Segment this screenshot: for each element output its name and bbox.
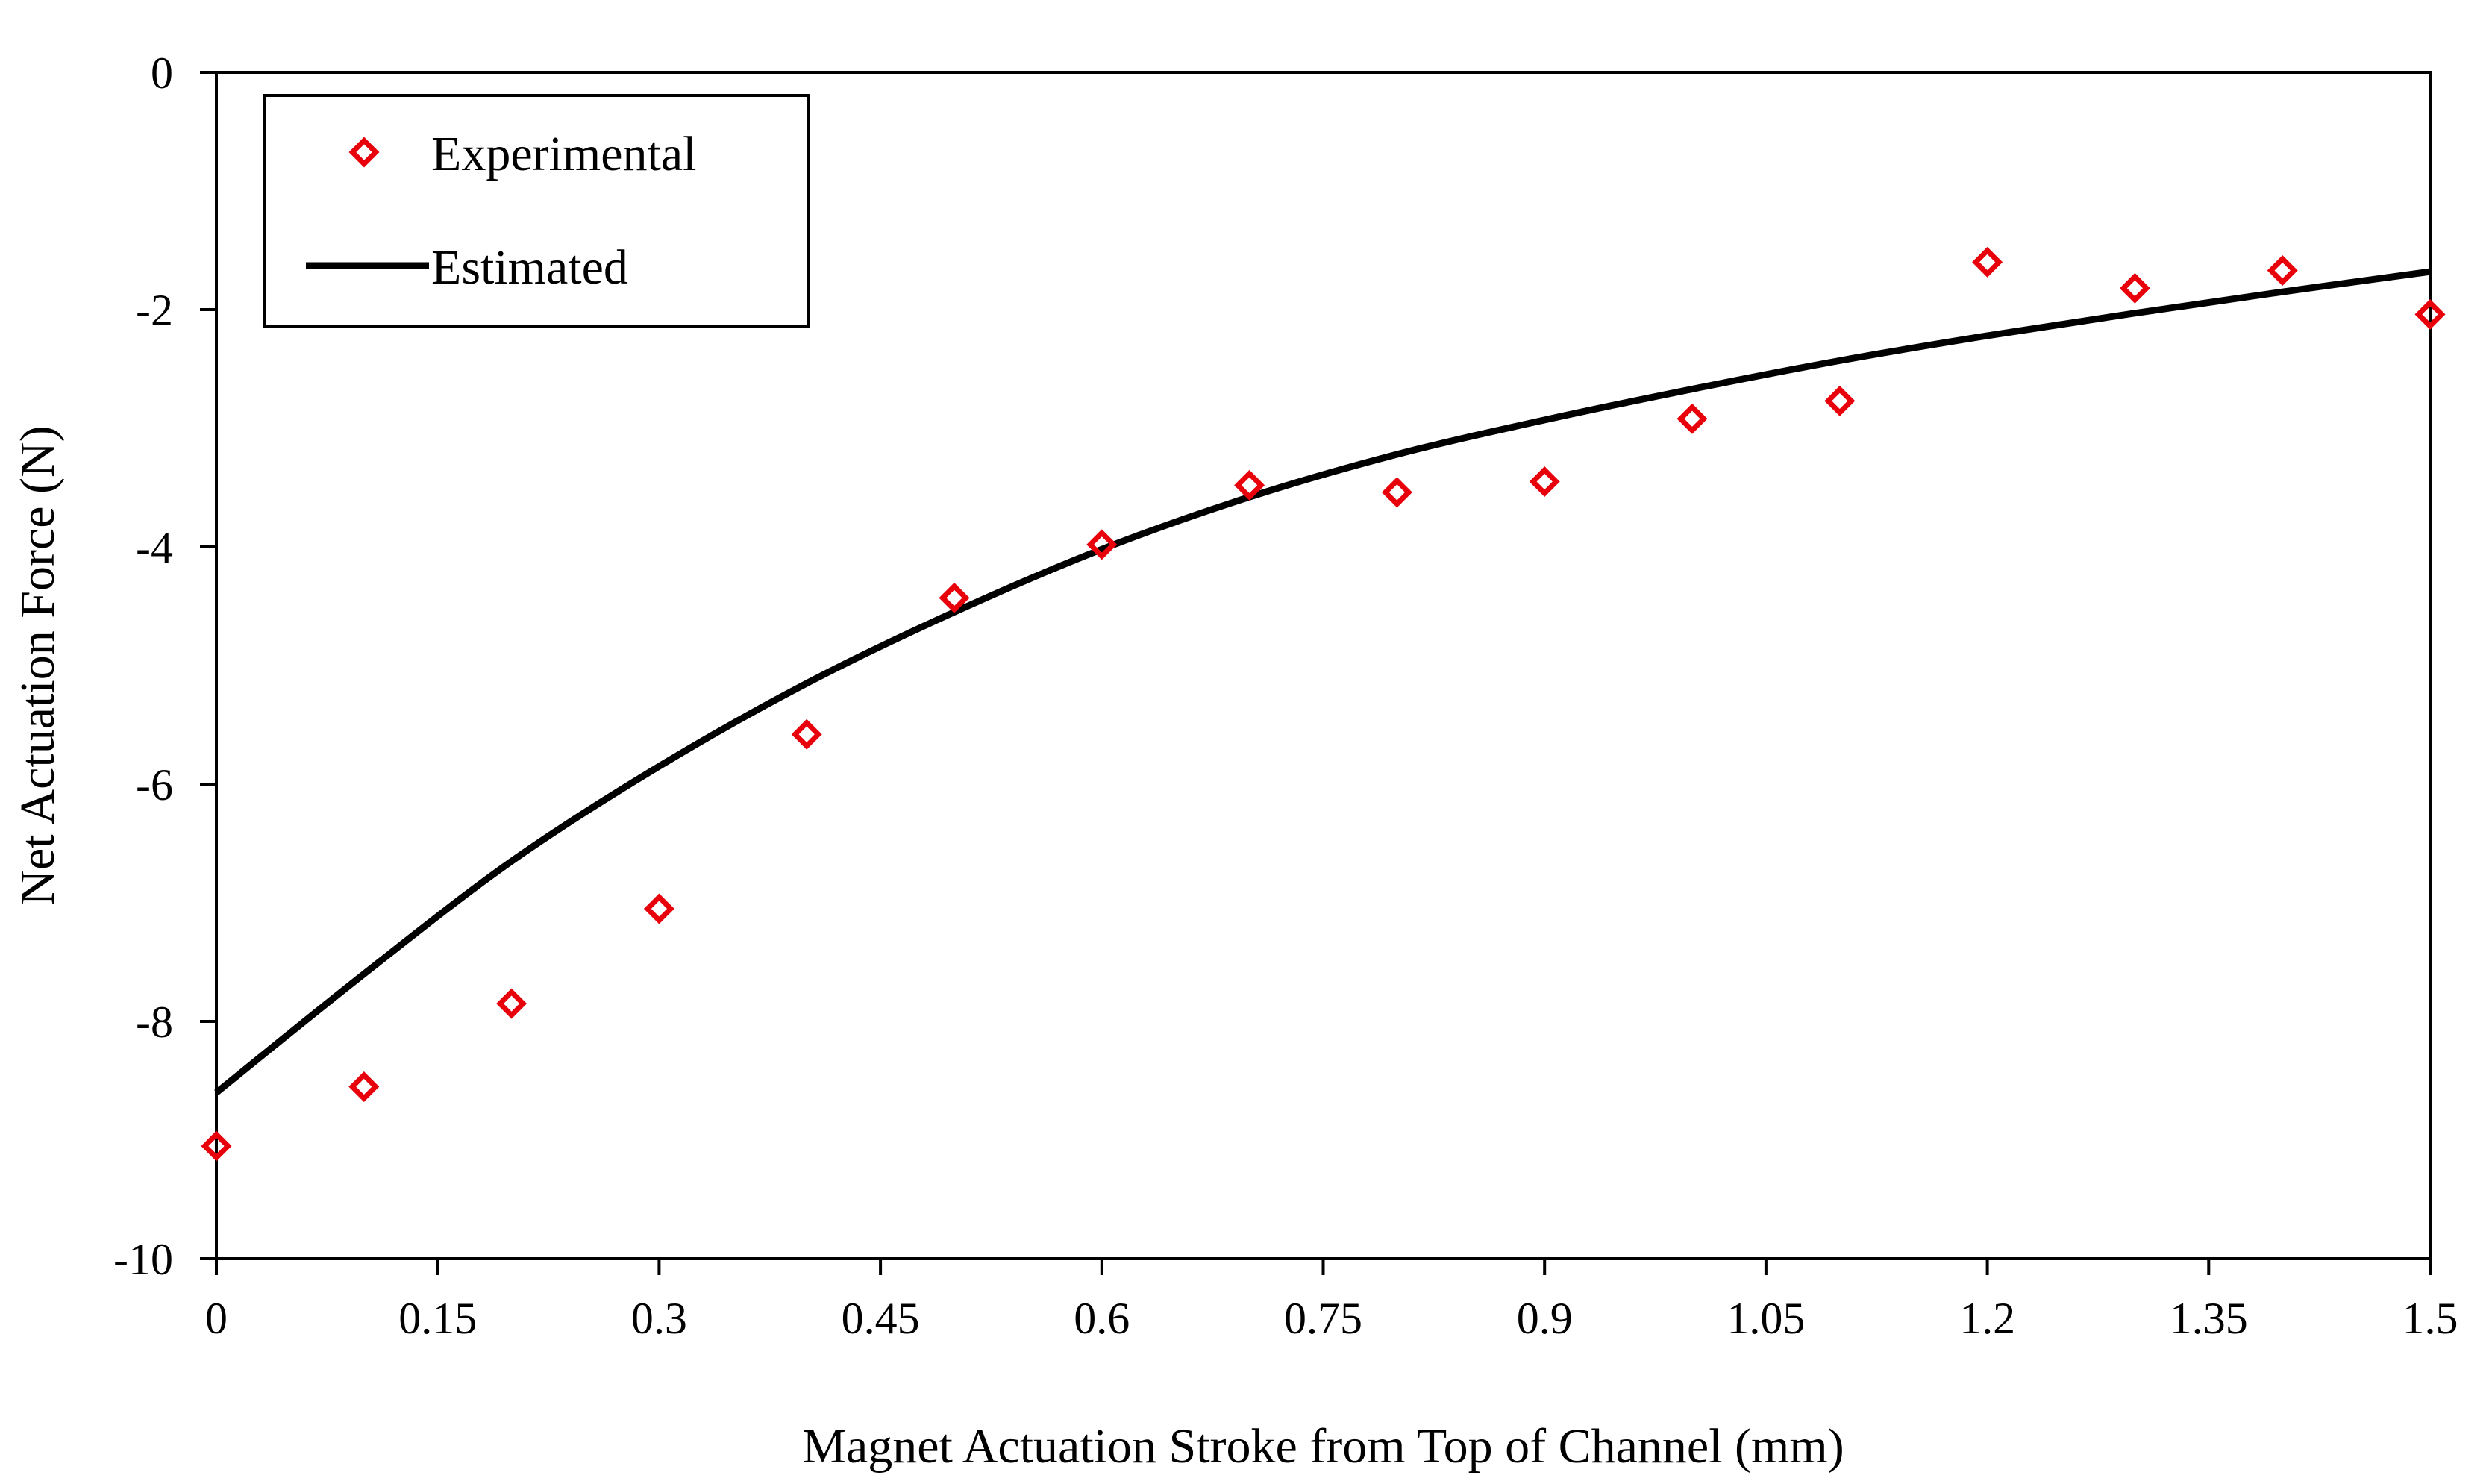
experimental-point xyxy=(1234,469,1265,501)
experimental-point xyxy=(1676,403,1708,434)
experimental-point xyxy=(496,988,527,1019)
y-axis-title: Net Actuation Force (N) xyxy=(10,425,65,905)
experimental-point xyxy=(791,718,822,750)
experimental-point xyxy=(1824,385,1856,416)
x-tick-label: 0.75 xyxy=(1284,1294,1362,1343)
experimental-point xyxy=(939,582,970,613)
experimental-point xyxy=(1529,466,1560,498)
estimated-series xyxy=(214,268,2431,1095)
experimental-point xyxy=(643,893,674,924)
x-tick-label: 0.6 xyxy=(1074,1294,1130,1343)
legend-experimental-label: Experimental xyxy=(431,127,697,181)
experimental-point xyxy=(2119,272,2150,304)
experimental-series xyxy=(201,246,2446,1162)
experimental-point xyxy=(1972,246,2003,278)
x-tick-label: 0 xyxy=(205,1294,228,1343)
x-tick-label: 0.15 xyxy=(398,1294,477,1343)
x-tick-label: 1.05 xyxy=(1726,1294,1805,1343)
experimental-point xyxy=(348,1071,380,1102)
y-tick-label: -2 xyxy=(136,286,173,335)
experimental-point xyxy=(2267,255,2298,287)
legend: Experimental Estimated xyxy=(263,94,810,328)
experimental-point xyxy=(201,1130,232,1162)
y-axis: 0 -2 -4 -6 -8 -10 xyxy=(113,48,216,1284)
x-tick-label: 1.2 xyxy=(1959,1294,2015,1343)
y-tick-label: -4 xyxy=(136,523,173,572)
legend-box xyxy=(263,94,810,328)
legend-estimated-label: Estimated xyxy=(431,240,628,295)
x-tick-label: 0.45 xyxy=(842,1294,920,1343)
x-axis: 0 0.15 0.3 0.45 0.6 0.75 0.9 1.05 1.2 1.35 1.5 xyxy=(205,1259,2458,1343)
x-tick-label: 1.35 xyxy=(2170,1294,2248,1343)
x-axis-title: Magnet Actuation Stroke from Top of Chan… xyxy=(802,1419,1844,1474)
y-tick-label: -10 xyxy=(113,1235,173,1284)
estimated-line xyxy=(214,268,2431,1095)
x-tick-label: 0.9 xyxy=(1517,1294,1573,1343)
legend-experimental-marker xyxy=(348,137,380,168)
x-tick-label: 0.3 xyxy=(631,1294,687,1343)
experimental-point xyxy=(1086,529,1118,560)
experimental-point xyxy=(2414,298,2446,330)
x-tick-label: 1.5 xyxy=(2402,1294,2458,1343)
y-tick-label: -8 xyxy=(136,998,173,1047)
experimental-point xyxy=(1381,477,1412,508)
y-tick-label: 0 xyxy=(151,48,173,98)
y-tick-label: -6 xyxy=(136,760,173,810)
